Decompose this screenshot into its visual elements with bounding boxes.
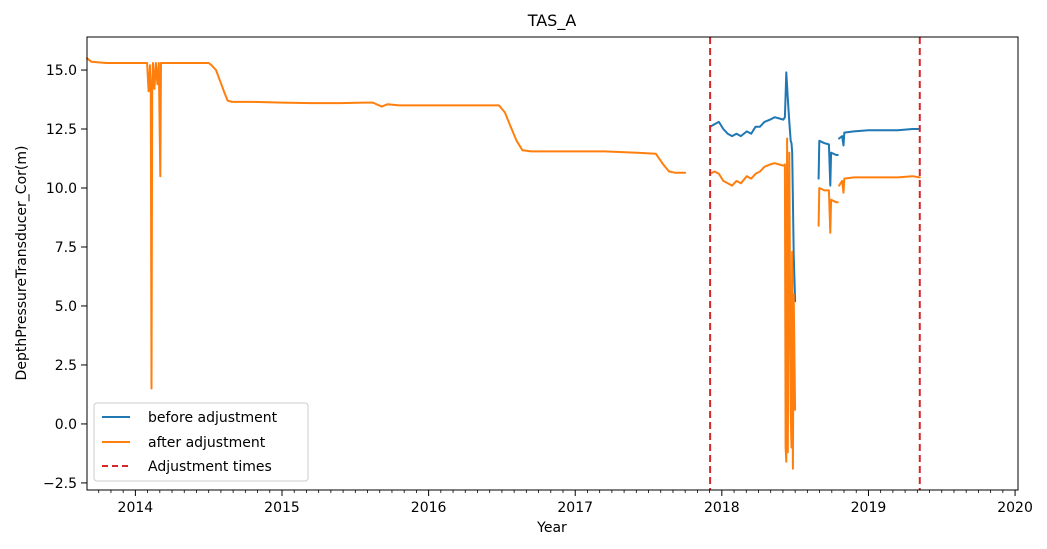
legend-label-before: before adjustment <box>148 410 278 426</box>
y-tick-label: 0.0 <box>55 417 77 433</box>
y-tick-label: 5.0 <box>55 299 77 315</box>
legend-label-after: after adjustment <box>148 435 266 451</box>
chart-title: TAS_A <box>527 11 577 31</box>
legend: before adjustment after adjustment Adjus… <box>93 402 309 482</box>
y-tick-label: 2.5 <box>55 358 77 374</box>
y-tick-label: 12.5 <box>46 122 77 138</box>
x-tick-label: 2015 <box>264 500 300 516</box>
after-adjustment-line <box>709 137 797 470</box>
x-tick-label: 2020 <box>997 500 1033 516</box>
plot-area <box>86 37 921 490</box>
y-tick-label: 7.5 <box>55 240 77 256</box>
x-tick-label: 2019 <box>851 500 887 516</box>
y-tick-label: −2.5 <box>43 476 77 492</box>
x-tick-label: 2014 <box>118 500 154 516</box>
y-tick-label: 10.0 <box>46 181 77 197</box>
x-tick-label: 2016 <box>411 500 447 516</box>
after-adjustment-line <box>838 175 921 194</box>
after-adjustment-line <box>86 57 687 390</box>
axes-frame <box>86 36 1019 491</box>
x-tick-label: 2017 <box>557 500 593 516</box>
x-axis-label: Year <box>536 520 567 536</box>
legend-label-adjustment: Adjustment times <box>148 459 272 475</box>
y-tick-label: 15.0 <box>46 63 77 79</box>
before-adjustment-line <box>817 139 839 187</box>
x-axis: 2014 2015 2016 2017 2018 2019 2020 <box>98 490 1033 516</box>
y-axis: −2.5 0.0 2.5 5.0 7.5 10.0 12.5 15.0 <box>43 63 87 492</box>
before-adjustment-line <box>709 71 797 303</box>
before-adjustment-line <box>838 128 921 147</box>
x-tick-label: 2018 <box>704 500 740 516</box>
after-adjustment-line <box>817 187 839 234</box>
legend-box <box>93 402 309 482</box>
y-axis-label: DepthPressureTransducer_Cor(m) <box>14 146 30 381</box>
